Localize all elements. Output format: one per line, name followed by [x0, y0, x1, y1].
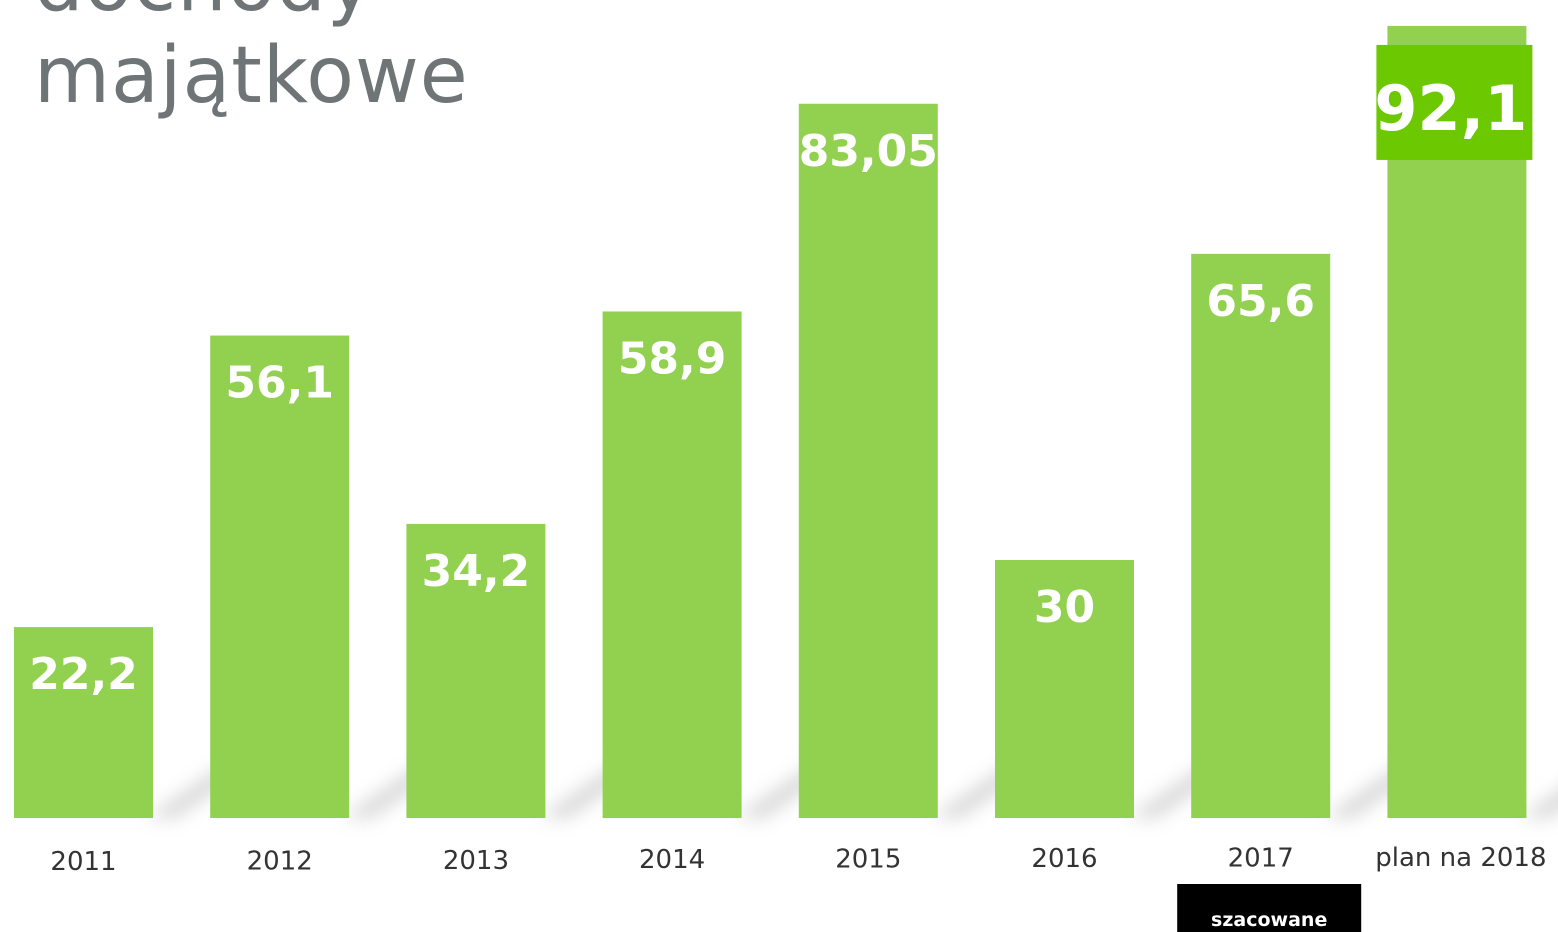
- category-label-2017: 2017: [1228, 843, 1294, 873]
- value-label-plan-na-2018: 92,1: [1374, 72, 1527, 145]
- value-label-2012: 56,1: [225, 358, 334, 409]
- category-label-plan-na-2018: plan na 2018: [1375, 843, 1546, 873]
- bar-2013: [406, 523, 546, 818]
- estimate-tag-label: szacowane: [1211, 909, 1327, 931]
- bar-2011: [14, 627, 153, 818]
- category-label-2015: 2015: [835, 845, 901, 875]
- chart-title-line-1: dochody: [34, 0, 469, 30]
- bar-2014: [602, 311, 742, 818]
- bar-shadow: [1520, 792, 1558, 818]
- value-labels: 22,2 56,1 34,2 58,9 83,05 30 65,6 92,1: [29, 44, 1533, 700]
- bar-2015: [798, 103, 938, 818]
- category-label-2013: 2013: [443, 846, 509, 876]
- value-label-2015: 83,05: [799, 126, 938, 177]
- bar-2012: [210, 335, 350, 818]
- chart-title: dochody majątkowe: [34, 0, 469, 122]
- category-label-2016: 2016: [1031, 844, 1097, 874]
- value-label-2016: 30: [1034, 582, 1095, 633]
- category-label-2011: 2011: [50, 847, 116, 877]
- estimate-tag: szacowane: [1177, 884, 1362, 932]
- estimate-tag-box: [1177, 884, 1362, 932]
- value-label-2017: 65,6: [1206, 276, 1315, 327]
- category-labels: 2011 2012 2013 2014 2015 2016 2017 plan na 2018: [50, 843, 1546, 877]
- value-label-2011: 22,2: [29, 649, 138, 700]
- value-label-2013: 34,2: [422, 546, 531, 597]
- bar-2016: [995, 560, 1134, 818]
- highlight-label-box: [1376, 44, 1533, 160]
- bars: [14, 25, 1527, 819]
- category-label-2012: 2012: [247, 846, 313, 876]
- bar-2017: [1191, 253, 1331, 819]
- value-label-2014: 58,9: [618, 333, 727, 384]
- category-label-2014: 2014: [639, 845, 705, 875]
- chart-title-line-2: majątkowe: [34, 31, 469, 121]
